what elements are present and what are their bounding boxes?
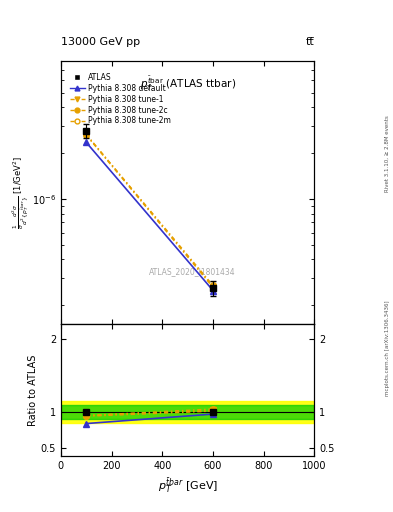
Pythia 8.308 default bbox=[84, 139, 89, 145]
Text: 13000 GeV pp: 13000 GeV pp bbox=[61, 37, 140, 47]
Y-axis label: $\frac{1}{\sigma}\frac{d^2\sigma}{d^2\{p_T^{\bar{t}bar}\}}$ [1/GeV$^2$]: $\frac{1}{\sigma}\frac{d^2\sigma}{d^2\{p… bbox=[9, 156, 31, 229]
Y-axis label: Ratio to ATLAS: Ratio to ATLAS bbox=[28, 354, 38, 425]
Text: mcplots.cern.ch [arXiv:1306.3436]: mcplots.cern.ch [arXiv:1306.3436] bbox=[385, 301, 389, 396]
Pythia 8.308 tune-2c bbox=[84, 132, 89, 138]
Line: Pythia 8.308 tune-2c: Pythia 8.308 tune-2c bbox=[83, 132, 216, 288]
Pythia 8.308 tune-2m bbox=[84, 132, 89, 138]
Bar bbox=[61, 404, 314, 419]
Bar bbox=[61, 401, 314, 423]
Text: tt̅: tt̅ bbox=[306, 37, 314, 47]
Line: Pythia 8.308 tune-1: Pythia 8.308 tune-1 bbox=[83, 132, 216, 289]
X-axis label: $p^{\bar{t}bar}_{T}$ [GeV]: $p^{\bar{t}bar}_{T}$ [GeV] bbox=[158, 476, 218, 495]
Pythia 8.308 tune-1 bbox=[84, 132, 89, 138]
Text: Rivet 3.1.10, ≥ 2.8M events: Rivet 3.1.10, ≥ 2.8M events bbox=[385, 115, 389, 192]
Pythia 8.308 tune-2m bbox=[211, 284, 215, 290]
Line: Pythia 8.308 tune-2m: Pythia 8.308 tune-2m bbox=[83, 133, 216, 290]
Text: ATLAS_2020_I1801434: ATLAS_2020_I1801434 bbox=[149, 267, 236, 276]
Pythia 8.308 default bbox=[211, 287, 215, 293]
Line: Pythia 8.308 default: Pythia 8.308 default bbox=[83, 140, 216, 293]
Legend: ATLAS, Pythia 8.308 default, Pythia 8.308 tune-1, Pythia 8.308 tune-2c, Pythia 8: ATLAS, Pythia 8.308 default, Pythia 8.30… bbox=[67, 71, 173, 127]
Pythia 8.308 tune-1 bbox=[211, 284, 215, 290]
Text: $p_T^{\bar{t}\mathrm{bar}}$ (ATLAS ttbar): $p_T^{\bar{t}\mathrm{bar}}$ (ATLAS ttbar… bbox=[140, 75, 236, 93]
Pythia 8.308 tune-2c bbox=[211, 282, 215, 288]
